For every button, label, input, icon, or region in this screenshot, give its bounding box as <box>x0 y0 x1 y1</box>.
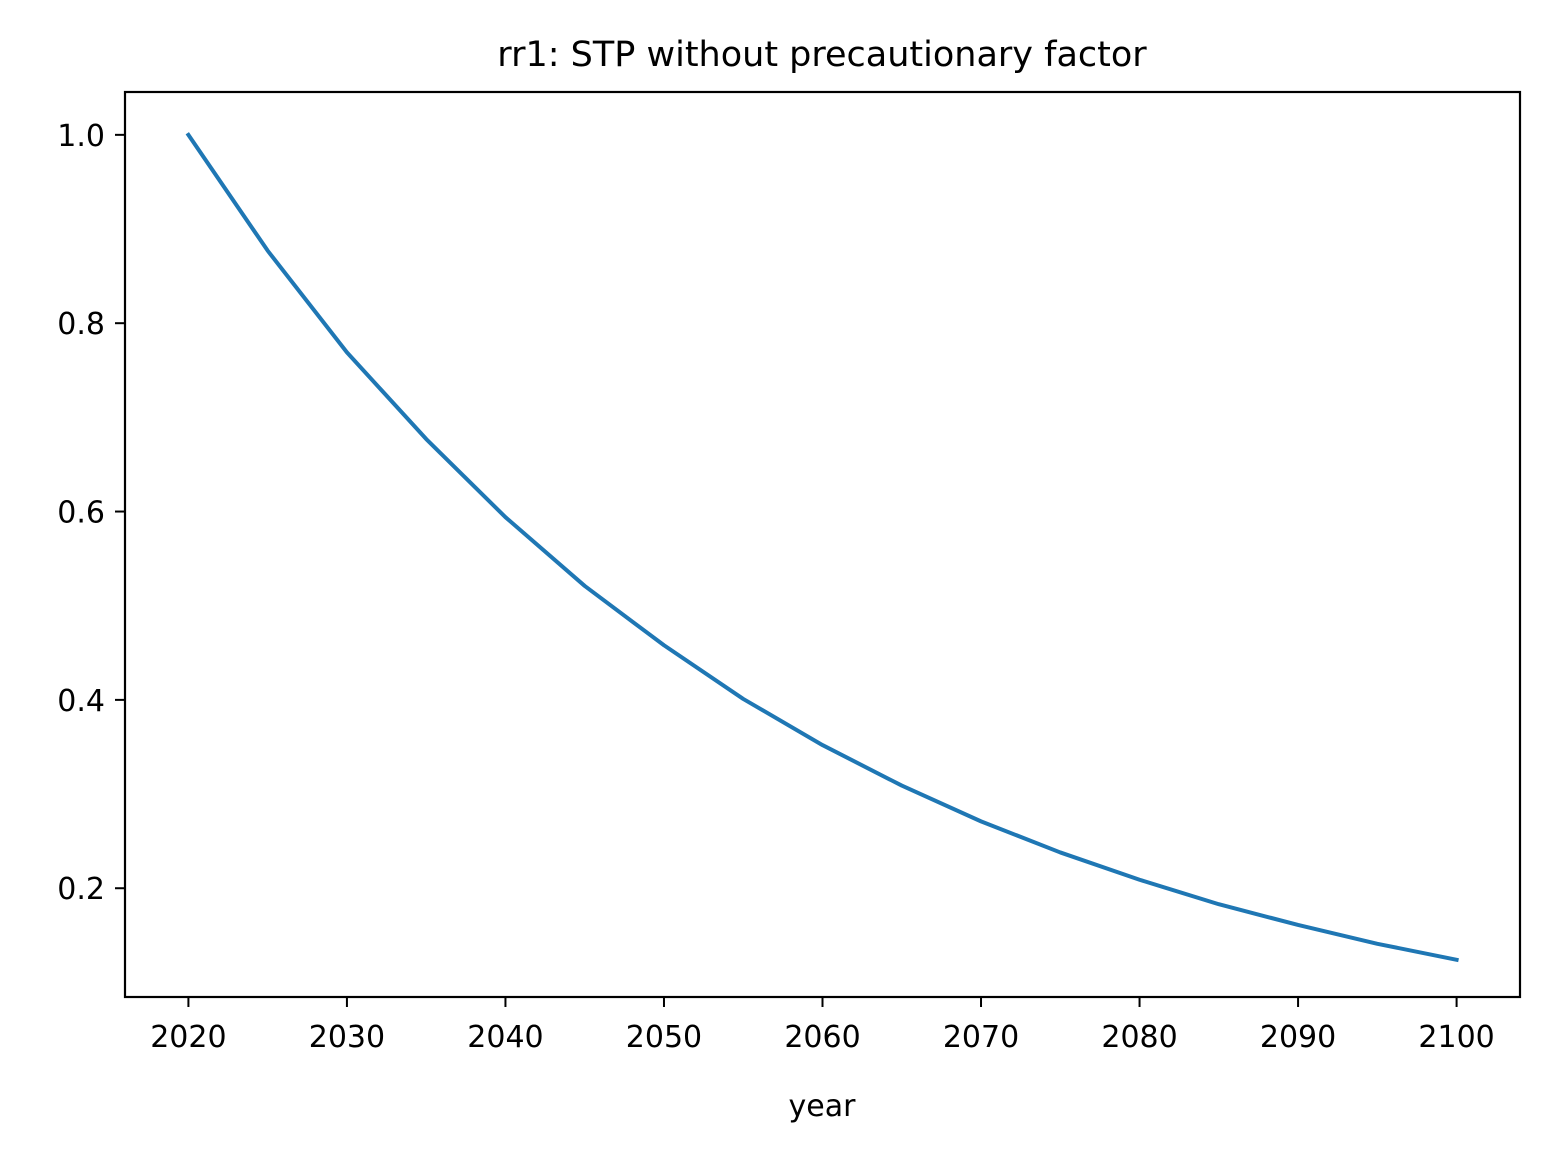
x-ticks: 2020 2030 2040 2050 2060 2070 2080 2090 2100 <box>150 997 1495 1055</box>
plot-series <box>185 132 1459 963</box>
x-tick-label: 2070 <box>943 1020 1019 1055</box>
x-tick-label: 2030 <box>309 1020 385 1055</box>
y-tick-label: 0.8 <box>57 307 105 342</box>
y-tick-label: 1.0 <box>57 119 105 154</box>
series-line-0 <box>185 132 1459 963</box>
chart-title: rr1: STP without precautionary factor <box>497 35 1147 75</box>
x-tick-label: 2100 <box>1418 1020 1494 1055</box>
x-tick-label: 2090 <box>1260 1020 1336 1055</box>
plot-area-frame <box>123 90 1522 999</box>
x-tick-label: 2060 <box>784 1020 860 1055</box>
x-tick-label: 2020 <box>150 1020 226 1055</box>
x-tick-label: 2080 <box>1101 1020 1177 1055</box>
y-ticks: 0.2 0.4 0.6 0.8 1.0 <box>57 119 125 907</box>
x-tick-label: 2050 <box>626 1020 702 1055</box>
y-tick-label: 0.2 <box>57 872 105 907</box>
y-tick-label: 0.4 <box>57 684 105 719</box>
x-tick-label: 2040 <box>467 1020 543 1055</box>
x-axis-label: year <box>789 1089 857 1124</box>
y-tick-label: 0.6 <box>57 496 105 531</box>
